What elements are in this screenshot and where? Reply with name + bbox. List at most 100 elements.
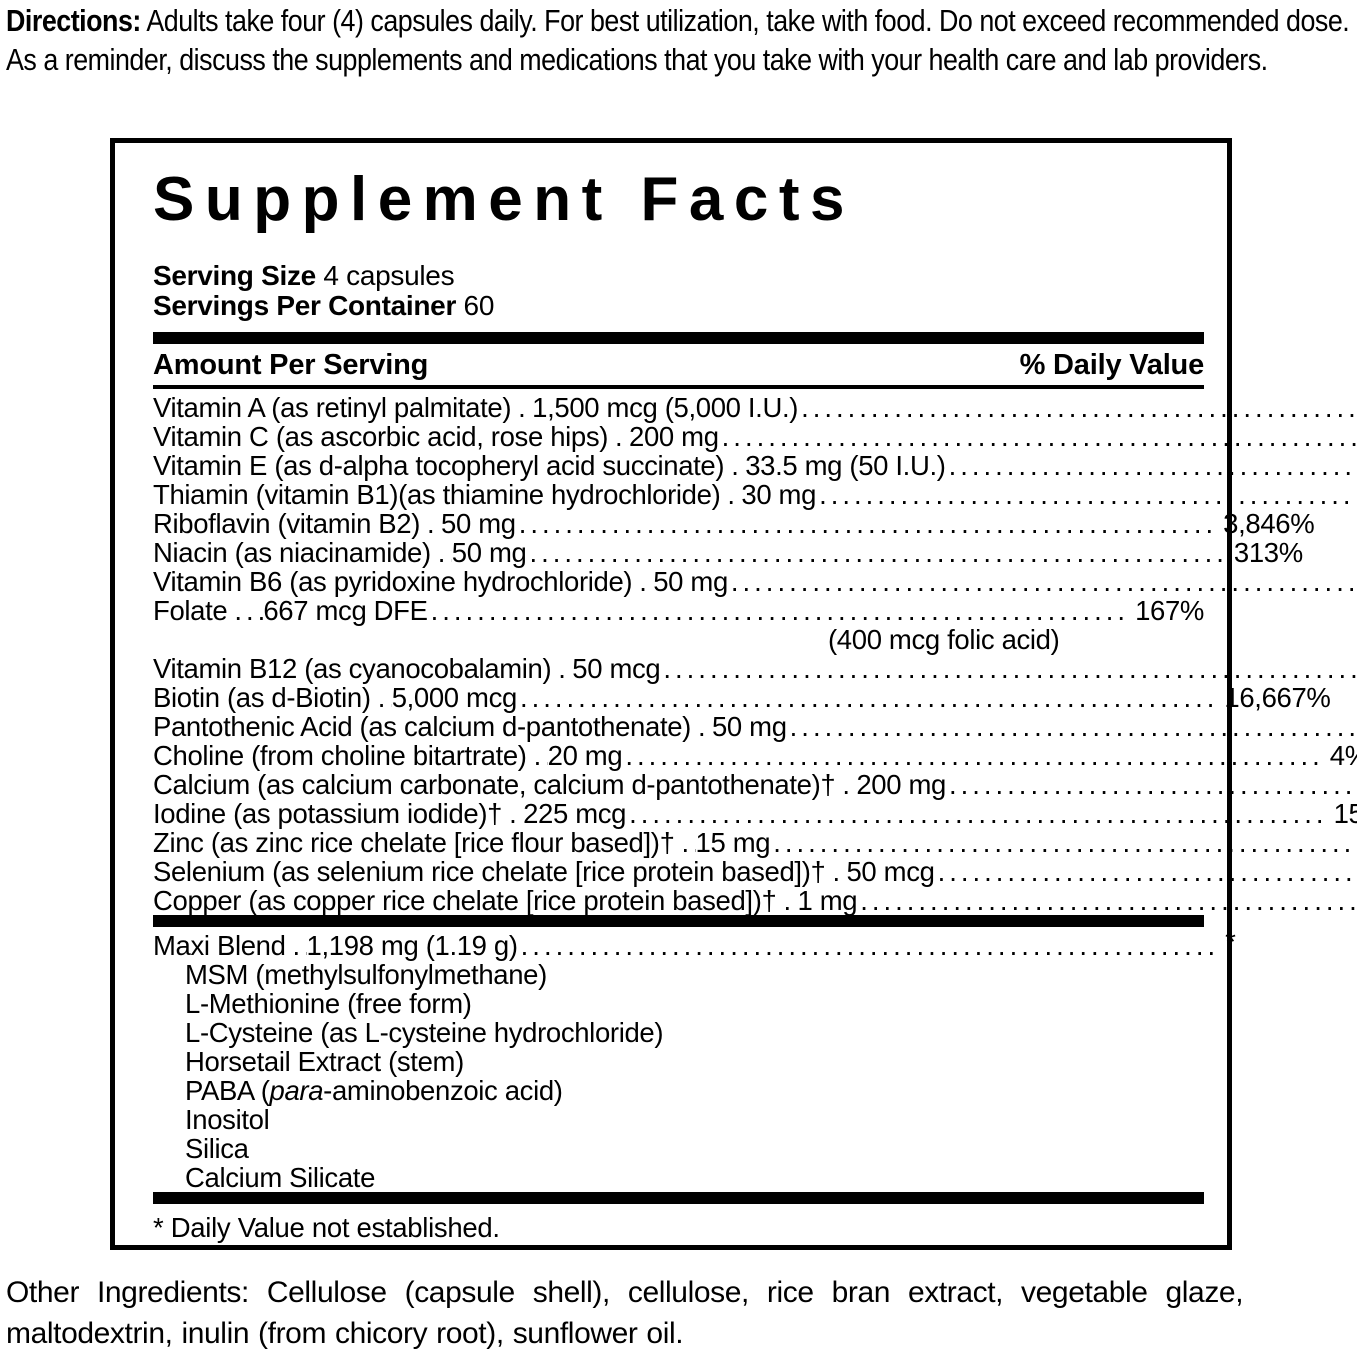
leader-dots-2: ........................................… — [721, 422, 1357, 451]
page-title: Supplement Facts — [153, 165, 855, 234]
leader-dots: ........................................… — [377, 683, 392, 712]
daily-value-footnote: * Daily Value not established. — [153, 1212, 500, 1243]
table-row: Choline (from choline bitartrate).......… — [153, 740, 1357, 771]
nutrient-amount: 50 mg — [653, 566, 728, 597]
table-row: Calcium (as calcium carbonate, calcium d… — [153, 769, 1357, 800]
blend-ingredient-row: L-Cysteine (as L-cysteine hydrochloride) — [153, 1018, 1204, 1047]
amount-column: (400 mcg folic acid) — [828, 625, 1204, 654]
amount-column: 50 mg...................................… — [653, 567, 1357, 596]
supplement-facts-content: Supplement Facts Serving Size 4 capsules… — [153, 143, 1357, 1245]
leader-dots-2: ........................................… — [937, 857, 1357, 886]
table-row: Folate..................................… — [153, 596, 1204, 625]
leader-dots-2: ........................................… — [789, 712, 1357, 741]
rule-above-amount-header — [153, 332, 1204, 344]
table-row: Iodine (as potassium iodide)†...........… — [153, 799, 1357, 828]
nutrient-amount: 50 mg — [711, 711, 787, 742]
blend-row: Maxi Blend..............................… — [153, 928, 1236, 961]
blend-name: Maxi Blend — [153, 930, 286, 961]
blend-ingredient-name: L-Cysteine (as L-cysteine hydrochloride) — [185, 1017, 664, 1048]
amount-column: 5,000 mcg...............................… — [392, 683, 1331, 712]
leader-dots: ........................................… — [681, 828, 696, 857]
leader-dots-2: ........................................… — [518, 509, 1218, 538]
leader-dots: ........................................… — [437, 538, 452, 567]
leader-dots-2: ........................................… — [663, 654, 1357, 683]
nutrient-amount: 1,500 mcg (5,000 I.U.) — [532, 392, 799, 423]
blend-amount: 1,198 mg (1.19 g) — [306, 930, 518, 961]
leader-dots: ........................................… — [615, 422, 629, 451]
nutrient-name: Vitamin B12 (as cyanocobalamin) — [153, 653, 552, 684]
nutrient-amount: 50 mg — [451, 537, 527, 568]
leader-dots: ........................................… — [427, 509, 441, 538]
table-row: Vitamin C (as ascorbic acid, rose hips).… — [153, 421, 1357, 452]
leader-dots-2: ........................................… — [860, 886, 1357, 915]
table-row: Selenium (as selenium rice chelate [rice… — [153, 857, 1357, 886]
amount-column: 30 mg...................................… — [741, 480, 1357, 509]
directions-label: Directions: — [6, 4, 141, 38]
supplement-facts-panel: Supplement Facts Serving Size 4 capsules… — [110, 138, 1357, 1250]
nutrient-name: Copper (as copper rice chelate [rice pro… — [153, 885, 777, 916]
leader-dots: ........................................… — [518, 393, 532, 422]
blend-ingredient-row: MSM (methylsulfonylmethane) — [153, 960, 1204, 989]
table-header-row: Amount Per Serving % Daily Value — [153, 344, 1204, 385]
amount-per-serving-header: Amount Per Serving — [153, 349, 429, 381]
amount-column: 50 mcg..................................… — [846, 857, 1357, 886]
nutrient-amount: 20 mg — [547, 740, 623, 771]
leader-dots: ........................................… — [558, 654, 572, 683]
amount-column: 1,198 mg (1.19 g).......................… — [306, 926, 1236, 961]
nutrient-name: Biotin (as d-Biotin) — [153, 682, 371, 713]
table-row: Riboflavin (vitamin B2).................… — [153, 508, 1315, 539]
other-ingredients-line-2: maltodextrin, inulin (from chicory root)… — [6, 1317, 684, 1350]
nutrient-name: Niacin (as niacinamide) — [153, 537, 431, 568]
table-row: Biotin (as d-Biotin)....................… — [153, 682, 1331, 713]
nutrient-name: Vitamin A (as retinyl palmitate) — [153, 392, 512, 423]
nutrient-name: Thiamin (vitamin B1)(as thiamine hydroch… — [153, 479, 721, 510]
nutrient-name: Vitamin C (as ascorbic acid, rose hips) — [153, 421, 609, 452]
nutrient-amount: 15 mg — [695, 827, 771, 858]
leader-dots-2: ........................................… — [629, 799, 1328, 828]
daily-value: 16,667% — [1224, 682, 1331, 713]
nutrient-amount: 50 mcg — [846, 856, 935, 887]
nutrient-amount: 33.5 mg (50 I.U.) — [745, 450, 946, 481]
nutrient-name: Zinc (as zinc rice chelate [rice flour b… — [153, 827, 675, 858]
blend-ingredient-name: Horsetail Extract (stem) — [185, 1046, 464, 1077]
serving-size-label: Serving Size — [153, 260, 316, 291]
leader-dots: ........................................… — [533, 741, 548, 770]
blend-ingredient-name: Calcium Silicate — [185, 1162, 376, 1193]
table-row: Pantothenic Acid (as calcium d-pantothen… — [153, 711, 1357, 742]
table-row: Vitamin E (as d-alpha tocopheryl acid su… — [153, 450, 1357, 481]
leader-dots: ........................................… — [697, 712, 712, 741]
blend-ingredient-row: Silica — [153, 1134, 1204, 1163]
leader-dots-2: ........................................… — [819, 480, 1357, 509]
leader-dots: ........................................… — [727, 480, 741, 509]
nutrient-name: Vitamin E (as d-alpha tocopheryl acid su… — [153, 450, 725, 481]
leader-dots-2: ........................................… — [730, 567, 1357, 596]
nutrient-amount: 1 mg — [797, 885, 858, 916]
leader-dots: ........................................… — [783, 886, 797, 915]
nutrient-name: Pantothenic Acid (as calcium d-pantothen… — [153, 711, 691, 742]
rule-below-blend — [153, 1192, 1204, 1204]
daily-value: 167% — [1135, 595, 1204, 626]
leader-dots-2: ........................................… — [519, 683, 1219, 712]
leader-dots: ........................................… — [731, 451, 745, 480]
blend-ingredient-name: MSM (methylsulfonylmethane) — [185, 959, 547, 990]
blend-ingredient-name: PABA (para-aminobenzoic acid) — [185, 1075, 563, 1106]
daily-value-header: % Daily Value — [1019, 349, 1205, 381]
amount-column: 50 mcg..................................… — [572, 654, 1357, 683]
table-row: Vitamin B6 (as pyridoxine hydrochloride)… — [153, 567, 1357, 596]
blend-ingredient-name: L-Methionine (free form) — [185, 988, 472, 1019]
amount-column: 33.5 mg (50 I.U.).......................… — [745, 451, 1357, 480]
amount-column: 225 mcg.................................… — [523, 799, 1357, 828]
nutrient-amount: 50 mg — [441, 508, 516, 539]
nutrient-name: Choline (from choline bitartrate) — [153, 740, 527, 771]
nutrient-amount: 30 mg — [741, 479, 817, 510]
daily-value: 150% — [1333, 798, 1357, 829]
other-ingredients-paragraph: Other Ingredients: Cellulose (capsule sh… — [6, 1272, 1356, 1354]
leader-dots-2: ........................................… — [948, 451, 1357, 480]
serving-size-value: 4 capsules — [315, 260, 455, 291]
nutrient-name: Calcium (as calcium carbonate, calcium d… — [153, 769, 836, 800]
table-row: Vitamin A (as retinyl palmitate)........… — [153, 392, 1357, 423]
blend-ingredient-row: PABA (para-aminobenzoic acid) — [153, 1076, 1204, 1105]
servings-per-container-value: 60 — [456, 290, 495, 321]
leader-dots: ........................................… — [639, 567, 653, 596]
leader-dots: ........................................… — [832, 857, 846, 886]
